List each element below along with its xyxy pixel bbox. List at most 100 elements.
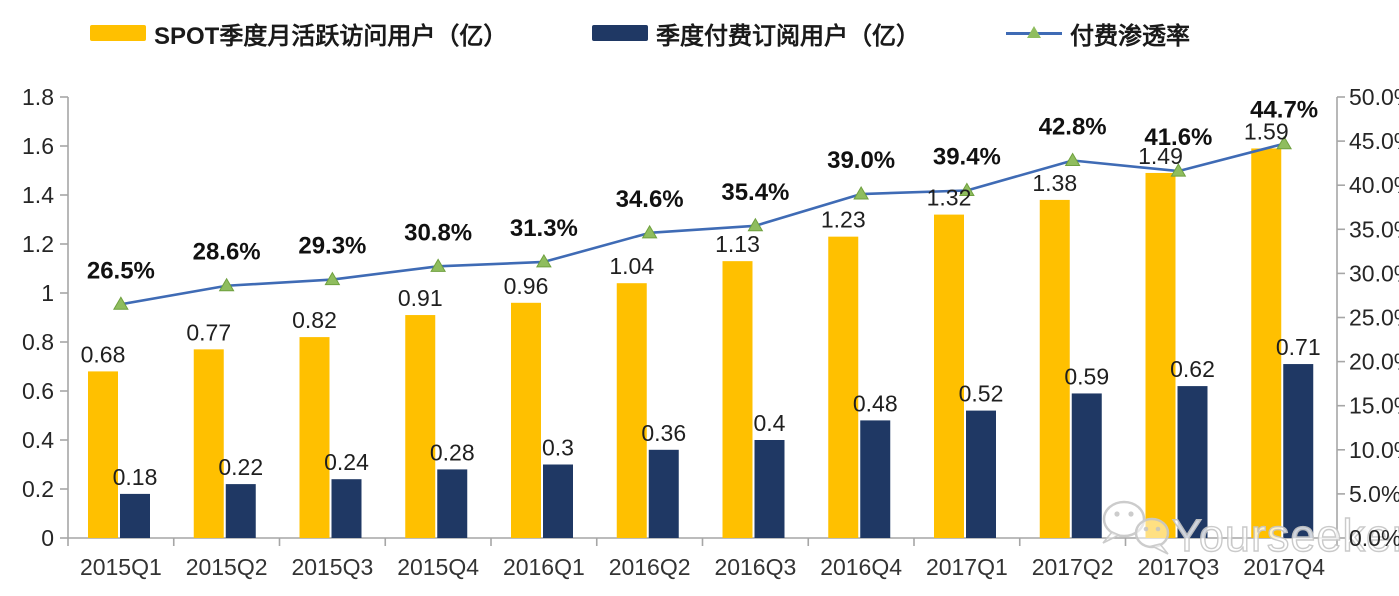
right-tick-label: 25.0% [1349, 305, 1399, 331]
watermark-text: Yourseeker [1172, 510, 1399, 561]
bar-value-label: 0.3 [542, 435, 574, 461]
right-tick-label: 0.0% [1349, 525, 1399, 551]
bar-mau [1039, 199, 1070, 538]
x-tick-label: 2016Q2 [609, 554, 691, 580]
bar-mau [88, 371, 118, 538]
wechat-icon [1114, 511, 1120, 517]
triangle-marker [536, 253, 552, 268]
pct-value-label: 41.6% [1144, 124, 1212, 151]
right-tick-label: 40.0% [1349, 172, 1399, 198]
bar-value-label: 0.59 [1064, 363, 1109, 389]
bar-value-label: 0.96 [504, 273, 549, 299]
pct-value-label: 30.8% [404, 219, 472, 246]
bar-mau [193, 349, 224, 538]
bar-value-label: 0.77 [186, 319, 231, 345]
pct-value-label: 26.5% [87, 257, 155, 284]
triangle-marker-icon [1027, 26, 1041, 38]
right-tick-label: 5.0% [1349, 481, 1399, 507]
legend-item-penetration: 付费渗透率 [1006, 14, 1190, 52]
bar-subs [331, 479, 362, 538]
left-tick-label: 1.8 [22, 84, 54, 110]
left-tick-label: 1.6 [22, 133, 54, 159]
bar-value-label: 0.28 [430, 439, 475, 465]
wechat-icon [1149, 543, 1169, 555]
left-tick-label: 0.6 [22, 378, 54, 404]
triangle-marker [113, 296, 129, 310]
bar-mau [934, 214, 964, 538]
data-labels: 0.68 0.18 26.5% 0.77 0.22 28.6% 0.82 0.24 29.3% 0… [81, 97, 1321, 490]
triangle-marker [218, 277, 235, 292]
bar-value-label: 0.36 [641, 420, 686, 446]
bar-value-label: 1.23 [821, 207, 866, 233]
bar-value-label: 0.68 [81, 341, 126, 367]
penetration-line-group [113, 135, 1293, 310]
x-tick-label: 2015Q1 [80, 554, 162, 580]
x-tick-label: 2017Q3 [1137, 554, 1219, 580]
legend-item-mau: SPOT季度月活跃访问用户（亿） [90, 14, 507, 52]
right-tick-label: 50.0% [1349, 84, 1399, 110]
bar-value-label: 0.82 [292, 307, 337, 333]
bar-value-label: 1.04 [609, 253, 654, 279]
bar-value-label: 0.22 [218, 454, 263, 480]
x-tick-label: 2017Q2 [1032, 554, 1114, 580]
triangle-marker [1064, 152, 1081, 167]
pct-value-label: 39.4% [933, 143, 1001, 170]
legend: SPOT季度月活跃访问用户（亿） 季度付费订阅用户（亿） 付费渗透率 [0, 14, 1399, 52]
penetration-line [120, 142, 1285, 306]
left-tick-label: 0.8 [22, 329, 54, 355]
pct-value-label: 44.7% [1250, 97, 1318, 124]
x-tick-label: 2016Q4 [820, 554, 902, 580]
pct-value-label: 31.3% [510, 215, 578, 242]
left-tick-label: 0.2 [22, 476, 54, 502]
bar-subs [1177, 386, 1208, 538]
right-tick-label: 30.0% [1349, 260, 1399, 286]
x-tick-label: 2015Q3 [291, 554, 373, 580]
triangle-marker [747, 217, 764, 232]
left-tick-label: 0.4 [22, 427, 54, 453]
bar-mau [722, 261, 753, 538]
axis-tick-labels: 0 0.2 0.4 0.6 0.8 1 1.2 1.4 1.6 1.8 0.0% 5.0% 10.0% 1… [22, 84, 1399, 580]
bar-subs [966, 410, 996, 538]
bar-value-label: 0.62 [1170, 356, 1215, 382]
right-tick-label: 10.0% [1349, 437, 1399, 463]
bar-subs [860, 420, 891, 538]
bar-subs [120, 493, 150, 538]
triangle-marker [853, 186, 869, 200]
wechat-icon [1102, 531, 1121, 544]
bar-value-label: 0.91 [398, 285, 443, 311]
bar-value-label: 1.59 [1244, 118, 1289, 144]
bar-mau [1251, 148, 1282, 538]
bars [88, 148, 1314, 538]
x-tick-label: 2015Q2 [186, 554, 268, 580]
triangle-marker [1170, 163, 1187, 177]
bar-mau [828, 236, 859, 538]
bar-value-label: 0.52 [959, 381, 1004, 407]
bar-value-label: 1.13 [715, 231, 760, 257]
bar-subs [437, 469, 468, 538]
wechat-icon [1134, 517, 1170, 549]
wechat-icon [1128, 511, 1134, 517]
left-tick-label: 1 [41, 280, 54, 306]
x-tick-label: 2017Q1 [926, 554, 1008, 580]
x-tick-label: 2015Q4 [397, 554, 479, 580]
bar-value-label: 0.4 [754, 410, 786, 436]
watermark: Yourseeker [1102, 500, 1399, 562]
pct-value-label: 39.0% [827, 147, 895, 174]
wechat-icon [1102, 500, 1146, 538]
bar-subs [1283, 364, 1314, 538]
bar-mau [511, 302, 541, 538]
bar-value-label: 0.24 [324, 449, 369, 475]
subs-swatch [592, 25, 648, 41]
triangle-marker [430, 258, 446, 272]
bar-value-label: 1.32 [927, 185, 972, 211]
legend-label-mau: SPOT季度月活跃访问用户（亿） [154, 22, 508, 50]
bar-value-label: 0.18 [113, 464, 158, 490]
penetration-line-swatch [1006, 24, 1062, 42]
axes [60, 96, 1345, 546]
mau-swatch [90, 25, 146, 41]
left-tick-label: 1.2 [22, 231, 54, 257]
pct-value-label: 28.6% [193, 239, 261, 266]
legend-label-subs: 季度付费订阅用户（亿） [656, 22, 920, 50]
